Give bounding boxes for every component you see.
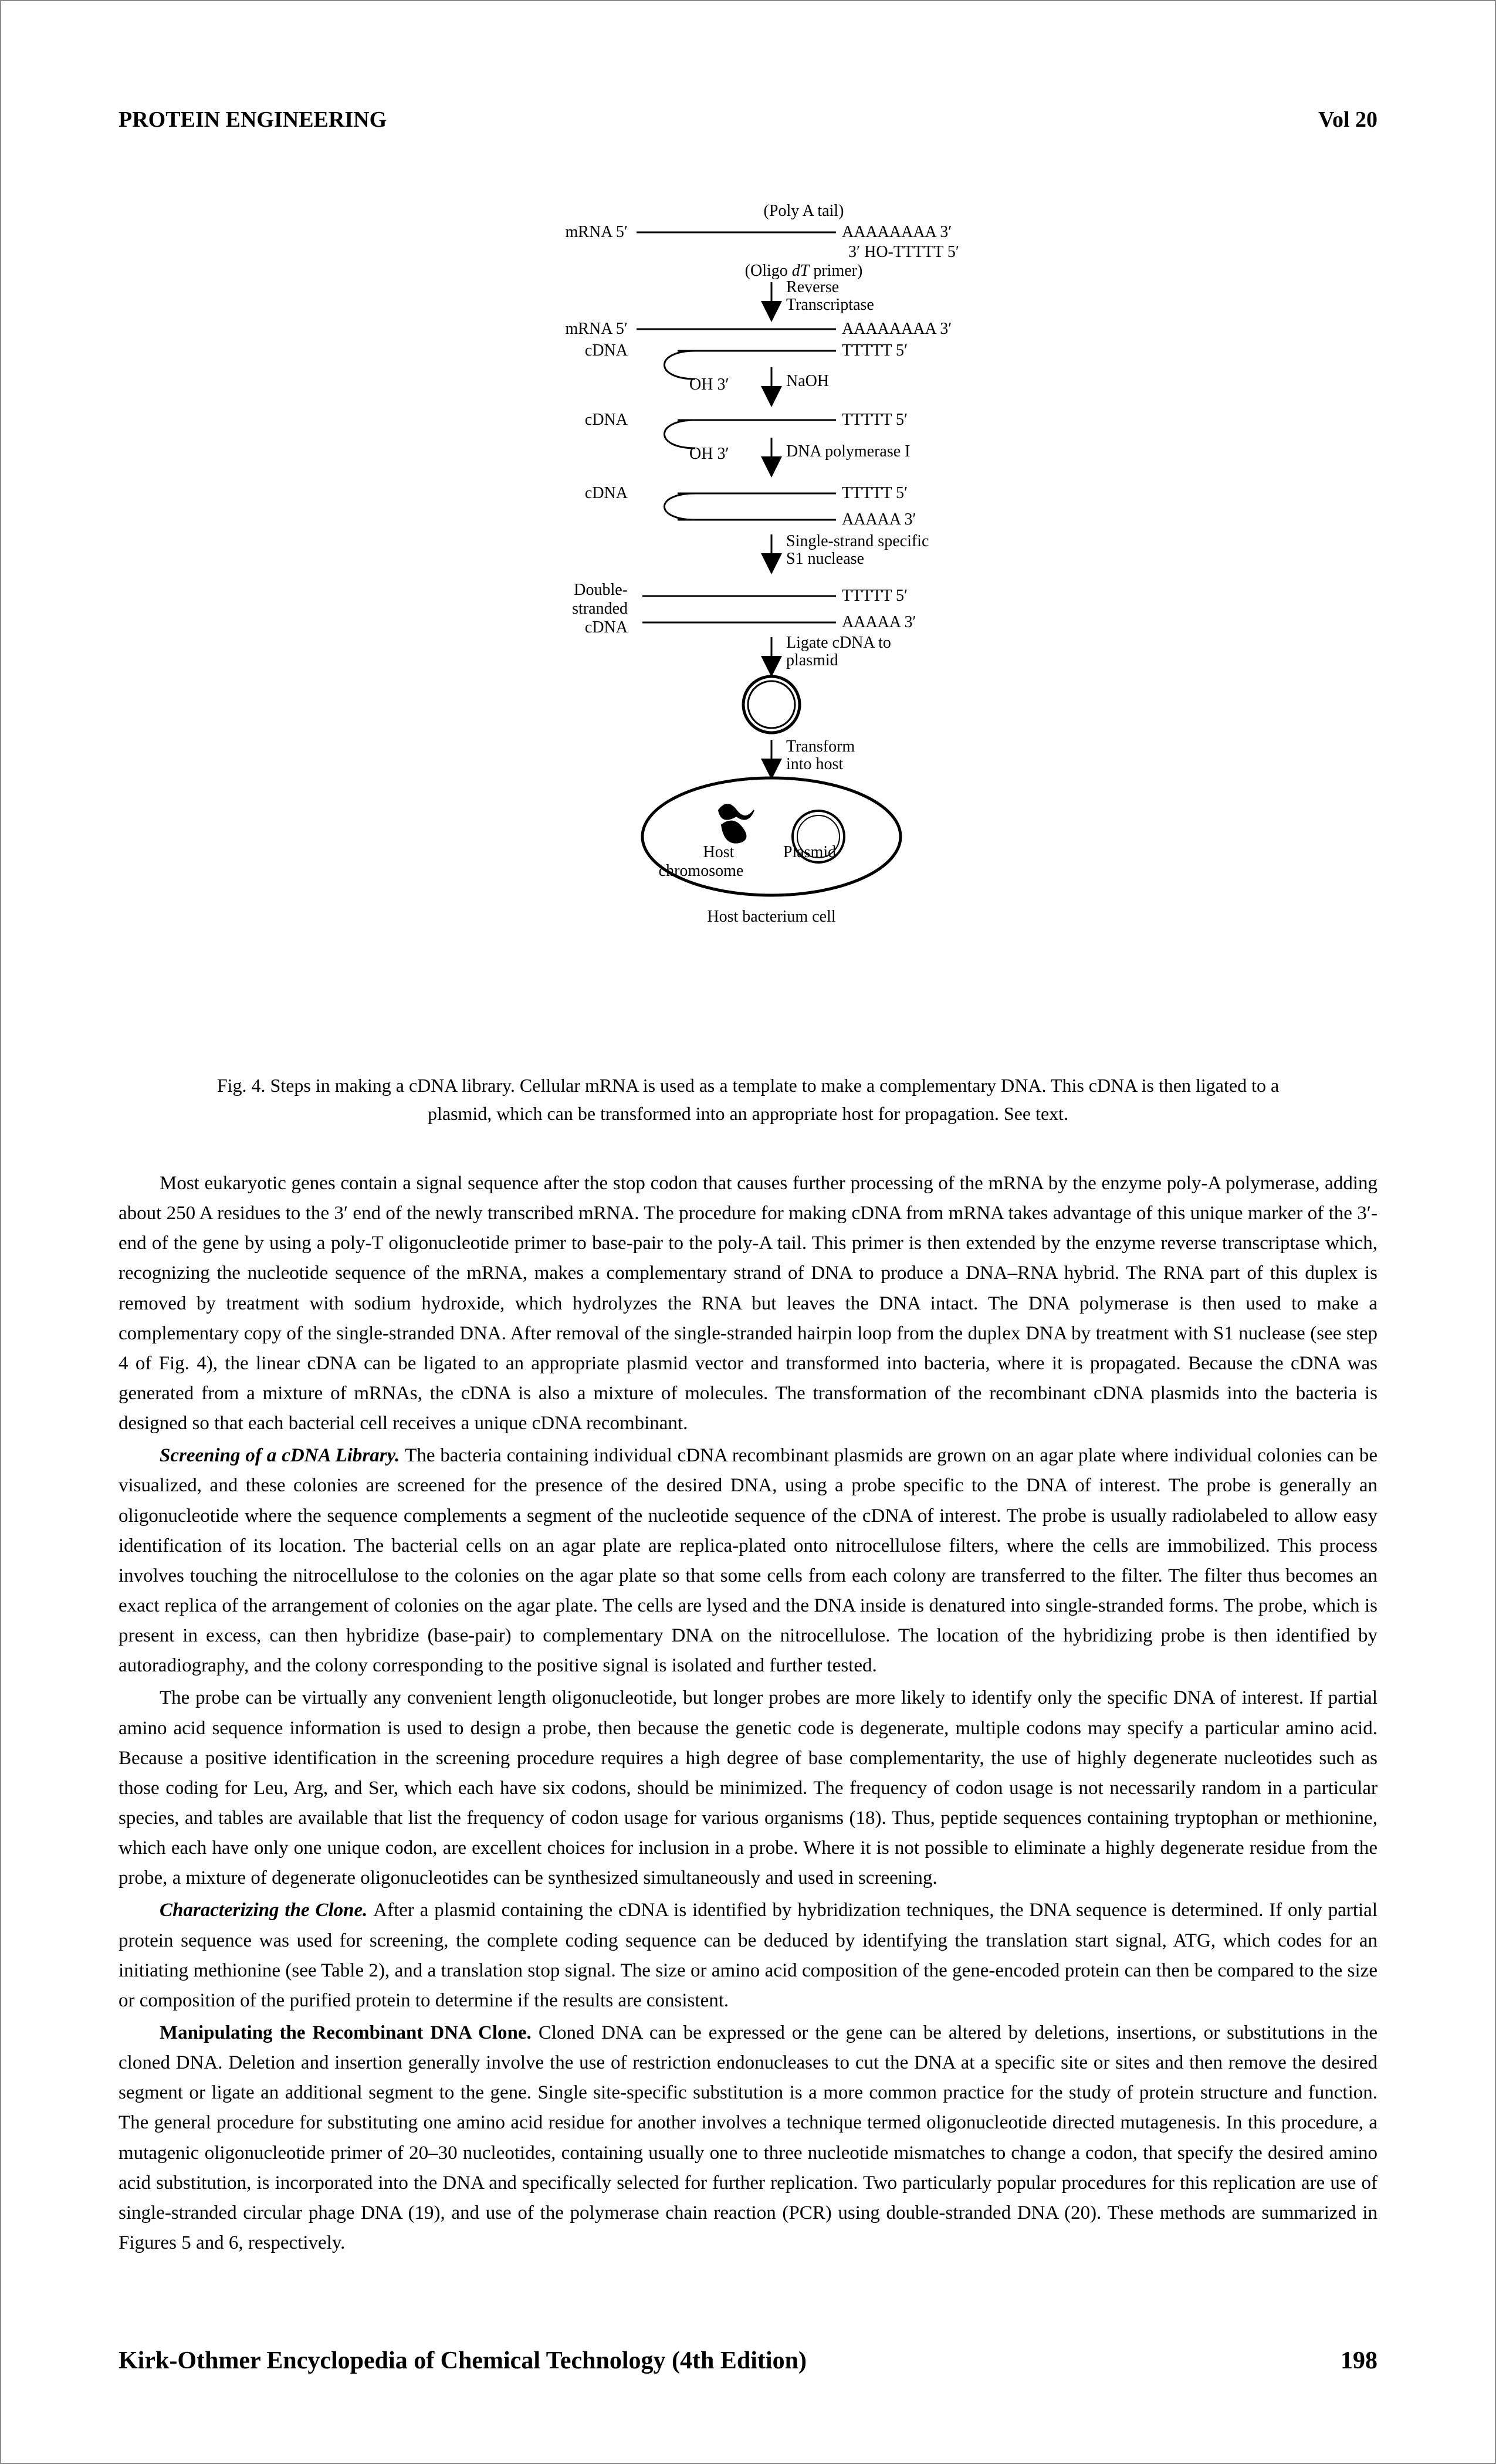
running-header: PROTEIN ENGINEERING Vol 20 [119,107,1377,133]
subheading: Characterizing the Clone. [160,1900,373,1921]
svg-text:AAAAAAAA 3′: AAAAAAAA 3′ [842,320,952,338]
svg-text:Transcriptase: Transcriptase [786,296,874,314]
svg-text:into host: into host [786,755,843,773]
svg-text:(Oligo dT primer): (Oligo dT primer) [745,262,863,280]
body-text: Most eukaryotic genes contain a signal s… [119,1169,1377,2258]
subheading: Screening of a cDNA Library. [160,1445,405,1466]
page: PROTEIN ENGINEERING Vol 20 mRNA 5′ (Poly … [0,0,1496,2464]
header-left: PROTEIN ENGINEERING [119,107,387,133]
svg-text:Plasmid: Plasmid [783,843,836,861]
subheading: Manipulating the Recombinant DNA Clone. [160,2022,539,2043]
svg-text:TTTTT 5′: TTTTT 5′ [842,341,908,360]
svg-text:plasmid: plasmid [786,651,838,669]
svg-text:AAAAAAAA 3′: AAAAAAAA 3′ [842,223,952,241]
figure-4-svg: mRNA 5′ (Poly A tail) AAAAAAAA 3′ 3′ HO-TTT… [484,203,1012,1036]
svg-text:AAAAA 3′: AAAAA 3′ [842,613,916,631]
footer-left: Kirk-Othmer Encyclopedia of Chemical Tec… [119,2347,807,2375]
svg-text:cDNA: cDNA [585,411,628,429]
svg-text:TTTTT 5′: TTTTT 5′ [842,587,908,605]
svg-text:(Poly A tail): (Poly A tail) [764,203,844,220]
svg-text:AAAAA 3′: AAAAA 3′ [842,510,916,529]
svg-text:Host: Host [703,843,735,861]
svg-text:TTTTT 5′: TTTTT 5′ [842,411,908,429]
svg-text:mRNA 5′: mRNA 5′ [566,320,628,338]
figure-4: mRNA 5′ (Poly A tail) AAAAAAAA 3′ 3′ HO-TTT… [119,203,1377,1036]
svg-text:TTTTT 5′: TTTTT 5′ [842,484,908,502]
svg-text:cDNA: cDNA [585,618,628,637]
footer-right: 198 [1341,2347,1377,2375]
svg-text:Single-strand specific: Single-strand specific [786,532,929,550]
svg-text:Transform: Transform [786,737,855,756]
svg-text:Reverse: Reverse [786,278,839,296]
paragraph: Screening of a cDNA Library. The bacteri… [119,1441,1377,1681]
svg-text:OH 3′: OH 3′ [689,445,729,463]
svg-text:chromosome: chromosome [659,862,744,880]
svg-text:3′ HO-TTTTT 5′: 3′ HO-TTTTT 5′ [848,243,959,261]
svg-text:Host bacterium cell: Host bacterium cell [707,908,835,926]
svg-text:NaOH: NaOH [786,372,829,390]
svg-text:cDNA: cDNA [585,484,628,502]
svg-text:Ligate cDNA to: Ligate cDNA to [786,634,891,652]
svg-text:mRNA 5′: mRNA 5′ [566,223,628,241]
paragraph: Characterizing the Clone. After a plasmi… [119,1896,1377,2016]
svg-text:DNA polymerase I: DNA polymerase I [786,442,911,461]
svg-text:S1 nuclease: S1 nuclease [786,550,864,568]
svg-text:Double-: Double- [574,581,628,599]
svg-text:OH 3′: OH 3′ [689,375,729,394]
figure-4-caption: Fig. 4. Steps in making a cDNA library. … [212,1071,1284,1128]
paragraph: Most eukaryotic genes contain a signal s… [119,1169,1377,1439]
running-footer: Kirk-Othmer Encyclopedia of Chemical Tec… [119,2347,1377,2375]
paragraph: Manipulating the Recombinant DNA Clone. … [119,2018,1377,2258]
svg-text:cDNA: cDNA [585,341,628,360]
paragraph: The probe can be virtually any convenien… [119,1683,1377,1893]
svg-text:stranded: stranded [572,600,628,618]
header-right: Vol 20 [1318,107,1377,133]
